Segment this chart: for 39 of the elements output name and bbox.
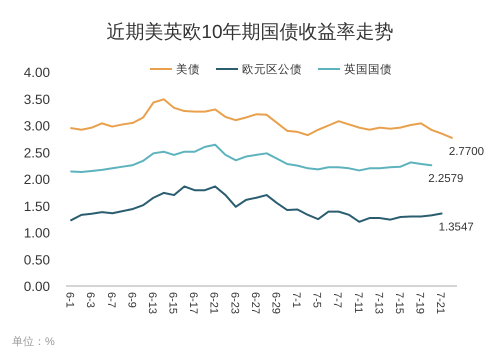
legend-label: 欧元区公债 xyxy=(242,63,302,76)
x-tick-label: 6-23 xyxy=(228,292,240,314)
y-tick-label: 0.00 xyxy=(24,279,50,294)
x-tick-label: 7-21 xyxy=(434,292,446,314)
x-tick-label: 7-1 xyxy=(290,292,302,308)
x-tick-label: 7-7 xyxy=(331,292,344,308)
x-tick-label: 6-29 xyxy=(269,292,282,314)
x-tick-label: 6-9 xyxy=(125,292,138,308)
data-label: 2.7700 xyxy=(448,146,484,158)
y-tick-label: 2.50 xyxy=(24,145,50,160)
data-label: 1.3547 xyxy=(438,222,474,234)
data-label: 2.2579 xyxy=(428,173,464,186)
chart-title: 近期美英欧10年期国债收益率走势 xyxy=(106,21,394,43)
x-tick-label: 7-13 xyxy=(372,292,384,314)
y-tick-label: 0.50 xyxy=(24,252,50,268)
y-tick-label: 1.00 xyxy=(24,226,50,240)
legend-label: 英国国债 xyxy=(344,63,392,76)
line-series xyxy=(70,98,453,139)
legend-label: 美债 xyxy=(176,62,200,76)
x-tick-label: 7-5 xyxy=(310,292,323,308)
line-series xyxy=(70,144,432,174)
x-tick-label: 6-1 xyxy=(64,292,76,308)
x-tick-label: 6-7 xyxy=(104,292,117,308)
x-tick-label: 6-3 xyxy=(84,292,96,308)
y-tick-label: 4.00 xyxy=(24,65,50,80)
x-tick-label: 6-27 xyxy=(248,292,261,314)
y-tick-label: 2.00 xyxy=(24,172,50,187)
text: 单位：% xyxy=(12,335,55,348)
line-series xyxy=(70,185,443,223)
y-tick-label: 1.50 xyxy=(24,198,50,214)
x-tick-label: 7-11 xyxy=(352,292,364,314)
x-tick-label: 6-21 xyxy=(208,292,220,314)
x-tick-label: 6-15 xyxy=(166,292,179,314)
x-tick-label: 7-15 xyxy=(392,292,405,314)
y-tick-label: 3.50 xyxy=(24,92,50,107)
y-tick-label: 3.00 xyxy=(24,118,50,134)
x-tick-label: 6-13 xyxy=(146,292,158,314)
x-tick-label: 6-17 xyxy=(187,292,200,314)
x-tick-label: 7-19 xyxy=(413,292,426,314)
